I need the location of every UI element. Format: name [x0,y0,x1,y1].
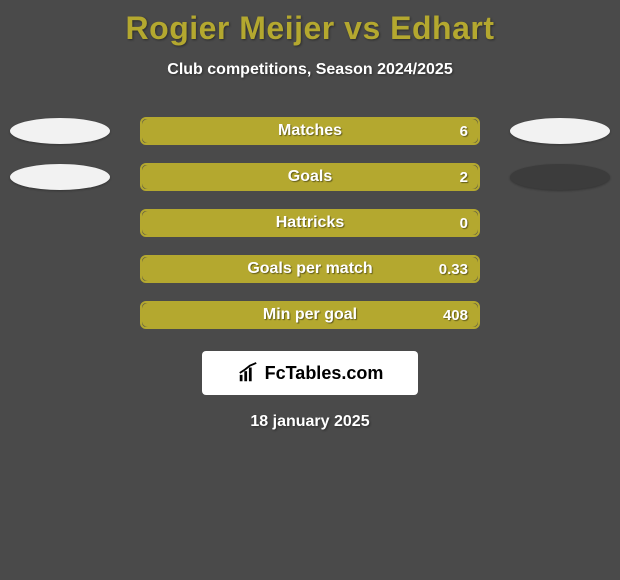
comparison-infographic: Rogier Meijer vs Edhart Club competition… [0,0,620,580]
stat-row-goals-per-match: Goals per match 0.33 [0,255,620,283]
stat-bar-fill [142,257,478,281]
stat-row-min-per-goal: Min per goal 408 [0,301,620,329]
stat-right-badge [510,164,610,190]
stat-bar: Min per goal 408 [140,301,480,329]
source-logo: FcTables.com [202,351,418,395]
source-logo-text: FcTables.com [265,363,384,384]
stat-row-hattricks: Hattricks 0 [0,209,620,237]
stat-row-matches: Matches 6 [0,117,620,145]
stat-bar-fill [142,303,478,327]
bar-chart-rising-icon [237,362,259,384]
stat-bar-fill [142,211,478,235]
stat-bar: Matches 6 [140,117,480,145]
stat-bar: Goals per match 0.33 [140,255,480,283]
date-label: 18 january 2025 [0,413,620,431]
stat-bar-fill [142,165,478,189]
stat-row-goals: Goals 2 [0,163,620,191]
stat-bar-fill [142,119,478,143]
stats-container: Matches 6 Goals 2 Hattricks 0 [0,117,620,329]
page-title: Rogier Meijer vs Edhart [0,0,620,47]
stat-left-badge [10,164,110,190]
stat-bar: Goals 2 [140,163,480,191]
stat-right-badge [510,118,610,144]
stat-bar: Hattricks 0 [140,209,480,237]
page-subtitle: Club competitions, Season 2024/2025 [0,61,620,79]
stat-left-badge [10,118,110,144]
